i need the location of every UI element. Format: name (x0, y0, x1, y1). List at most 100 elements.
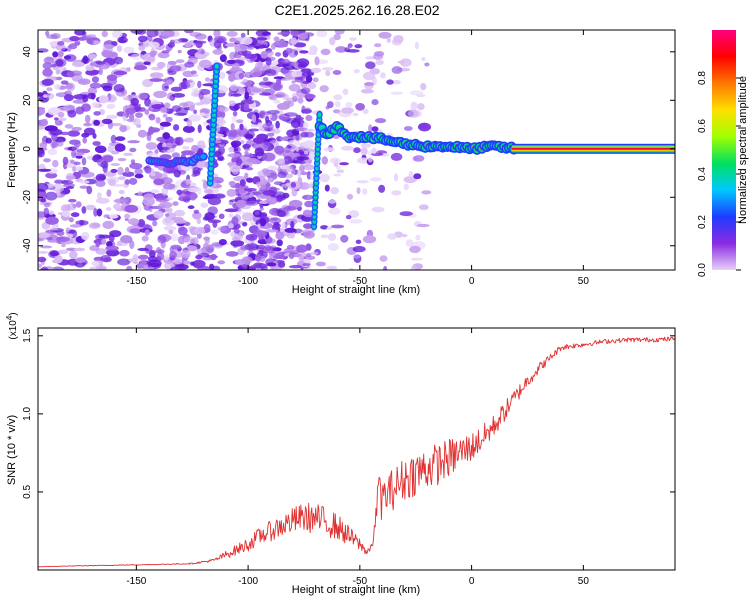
snr-panel: -150 -100 -50 0 50 0.5 1.0 1.5 (x104) Height o… (5, 312, 676, 596)
spectrogram-speckle-cell (371, 206, 385, 213)
spectrogram-speckle-cell (137, 247, 149, 252)
spectrogram-speckle-cell (166, 79, 173, 85)
spectrogram-speckle-cell (305, 114, 313, 122)
spectrogram-speckle-cell (273, 211, 279, 217)
spectrogram-speckle-cell (332, 109, 341, 114)
spectrogram-speckle-cell (290, 30, 300, 36)
spectrogram-speckle-cell (334, 101, 341, 108)
spectrogram-speckle-cell (378, 31, 392, 39)
spectrogram-ridge (145, 62, 675, 231)
spectrogram-speckle-cell (273, 99, 281, 104)
spectrogram-speckle-cell (380, 72, 386, 79)
spectrogram-speckle-cell (283, 155, 293, 165)
spectrogram-speckle-cell (288, 83, 301, 92)
spectrogram-speckle-cell (149, 78, 164, 82)
spectrogram-speckle-cell (202, 195, 213, 200)
spectrogram-speckle-cell (332, 70, 342, 75)
spectrogram-speckle-cell (360, 147, 368, 156)
spectrogram-speckle-cell (75, 166, 84, 171)
spectrogram-speckle-cell (114, 56, 124, 65)
spectrogram-speckle-cell (38, 250, 49, 254)
spectrogram-speckle-cell (400, 58, 412, 67)
colorbar-gradient (712, 30, 736, 270)
spectrogram-speckle-cell (196, 218, 201, 225)
spectrogram-speckle-cell (303, 128, 315, 132)
spectrogram-speckle-cell (89, 53, 97, 60)
spectrogram-x-tick-label: -100 (238, 276, 258, 287)
spectrogram-speckle-cell (93, 119, 100, 126)
spectrogram-speckle-cell (47, 226, 59, 231)
spectrogram-speckle-cell (211, 265, 221, 270)
spectrogram-speckle-cell (182, 125, 195, 133)
spectrogram-speckle-cell (203, 223, 211, 233)
spectrogram-speckle-cell (417, 103, 425, 111)
spectrogram-speckle-cell (67, 233, 74, 238)
spectrogram-speckle-cell (330, 187, 339, 195)
spectrogram-speckle-cell (142, 197, 155, 206)
spectrogram-speckle-cell (127, 218, 140, 225)
spectrogram-speckle-cell (95, 175, 101, 182)
spectrogram-speckle-cell (243, 133, 254, 139)
spectrogram-speckle-cell (252, 137, 265, 144)
spectrogram-speckle-cell (374, 43, 382, 48)
spectrogram-speckle-cell (141, 235, 149, 242)
spectrogram-speckle-cell (303, 223, 313, 230)
spectrogram-speckle-cell (124, 204, 139, 213)
spectrogram-speckle-cell (303, 121, 309, 129)
spectrogram-speckle-cell (130, 53, 145, 60)
snr-x-axis-label: Height of straight line (km) (292, 584, 420, 596)
spectrogram-speckle-cell (75, 152, 84, 156)
spectrogram-speckle-cell (148, 126, 155, 135)
spectrogram-speckle-cell (143, 61, 151, 65)
spectrogram-speckle-cell (286, 97, 300, 102)
spectrogram-speckle-cell (286, 129, 296, 137)
spectrogram-speckle-cell (153, 210, 164, 219)
spectrogram-speckle-cell (213, 151, 222, 158)
spectrogram-speckle-cell (230, 140, 242, 147)
spectrogram-y-axis: -40 -20 0 20 40 (22, 46, 675, 253)
spectrogram-speckle-cell (274, 145, 285, 155)
spectrogram-speckle-cell (371, 147, 377, 154)
spectrogram-speckle-cell (159, 121, 172, 127)
spectrogram-speckle-cell (272, 267, 284, 270)
spectrogram-speckle-cell (235, 186, 248, 194)
spectrogram-speckle-cell (38, 107, 46, 116)
spectrogram-speckle-cell (60, 204, 71, 213)
spectrogram-speckle-cell (383, 265, 388, 270)
spectrogram-speckle-cell (185, 73, 199, 77)
spectrogram-speckle-cell (302, 140, 316, 149)
spectrogram-speckle-cell (38, 125, 45, 130)
spectrogram-speckle-cell (164, 213, 170, 217)
spectrogram-speckle-cell (190, 261, 195, 266)
spectrogram-speckle-cell (71, 149, 77, 158)
spectrogram-speckle-cell (321, 67, 334, 71)
spectrogram-speckle-cell (273, 181, 284, 186)
spectrogram-speckle-cell (324, 184, 330, 192)
spectrogram-speckle-cell (55, 69, 60, 75)
spectrogram-speckle-cell (46, 87, 53, 92)
spectrogram-speckle-cell (170, 233, 179, 242)
spectrogram-speckle-cell (392, 80, 401, 85)
spectrogram-speckle-cell (242, 78, 248, 83)
spectrogram-speckle-cell (268, 95, 274, 100)
spectrogram-speckle-cell (285, 47, 293, 54)
spectrogram-speckle-cell (283, 100, 291, 105)
spectrogram-speckle-cell (272, 60, 279, 66)
spectrogram-speckle-cell (267, 165, 278, 172)
spectrogram-speckle-cell (355, 103, 365, 111)
spectrogram-speckle-cell (228, 73, 236, 82)
spectrogram-speckle-cell (106, 176, 119, 184)
spectrogram-speckle-cell (98, 67, 103, 76)
snr-y-axis-label: SNR (10 * v/v) (6, 415, 18, 485)
spectrogram-speckle-cell (39, 141, 48, 150)
spectrogram-speckle-cell (46, 92, 55, 100)
spectrogram-speckle-cell (91, 260, 103, 267)
spectrogram-speckle-cell (177, 49, 182, 54)
spectrogram-speckle-cell (129, 162, 143, 170)
spectrogram-speckle-cell (140, 258, 147, 268)
spectrogram-speckle-cell (242, 143, 252, 149)
spectrogram-speckle-cell (216, 37, 225, 44)
spectrogram-speckle-cell (81, 206, 87, 214)
spectrogram-speckle-cell (375, 59, 384, 65)
spectrogram-speckle-cell (306, 195, 312, 200)
